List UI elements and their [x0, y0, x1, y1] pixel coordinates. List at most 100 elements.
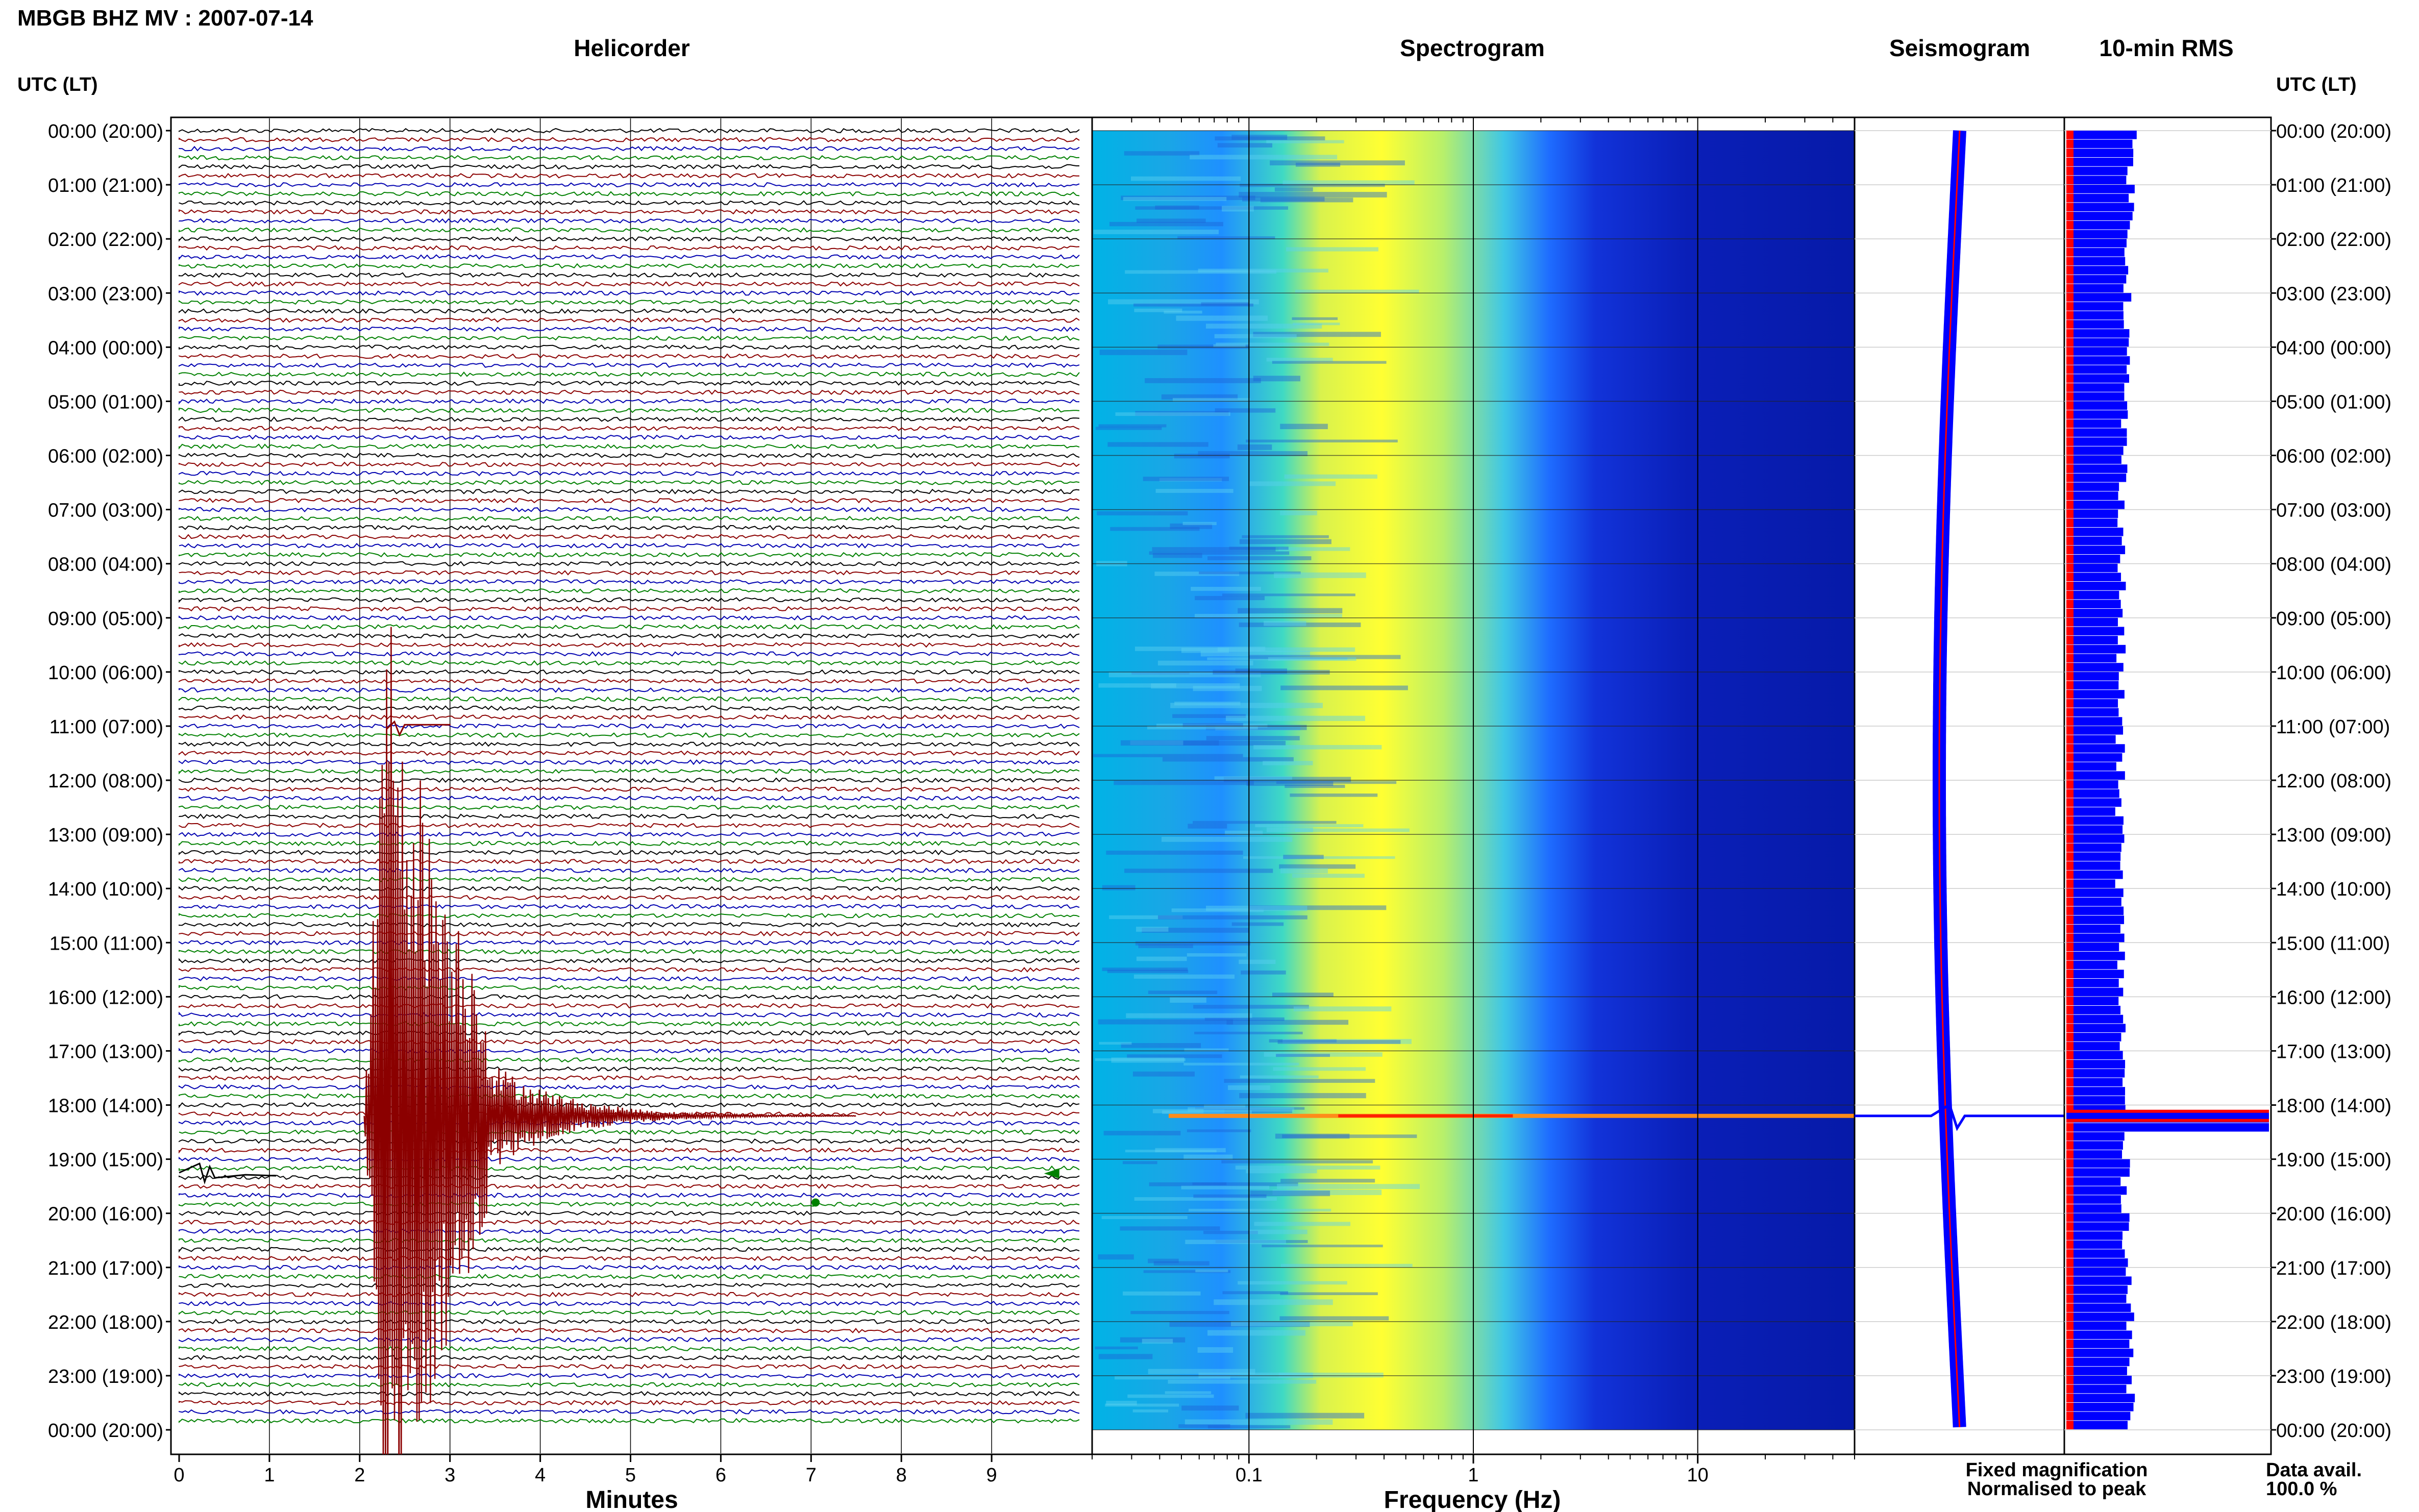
helicorder-trace [179, 1201, 1080, 1207]
rms-normalised-bar [2066, 1024, 2074, 1033]
rms-normalised-bar [2066, 590, 2074, 600]
spectrogram-texture [1152, 547, 1276, 552]
rms-bar [2066, 1411, 2131, 1421]
rms-bar [2066, 1348, 2134, 1357]
rms-bar [2066, 590, 2119, 600]
spectrogram-texture [1276, 1054, 1330, 1057]
helicorder-trace [179, 128, 1080, 134]
rms-normalised-bar [2066, 1204, 2074, 1213]
rms-bar [2066, 780, 2118, 789]
rms-normalised-bar [2066, 220, 2074, 230]
hour-label-left: 17:00 (13:00) [48, 1041, 163, 1062]
spectrogram-texture [1207, 657, 1348, 660]
rms-normalised-bar [2066, 446, 2074, 455]
helicorder-traces [179, 128, 1080, 1454]
rms-normalised-bar [2066, 329, 2074, 338]
helicorder-trace [179, 1120, 1080, 1126]
hour-label-right: 21:00 (17:00) [2276, 1258, 2391, 1279]
hour-label-left: 20:00 (16:00) [48, 1204, 163, 1225]
hour-label-left: 14:00 (10:00) [48, 879, 163, 900]
rms-bar [2066, 1321, 2127, 1330]
helicorder-trace [179, 254, 1080, 260]
rms-bar [2066, 978, 2119, 987]
rms-normalised-bar [2066, 924, 2074, 933]
spectrogram-texture [1285, 784, 1345, 788]
helicorder-trace [179, 895, 1080, 901]
spectrogram-panel [1091, 116, 1856, 1455]
rms-normalised-bar [2066, 582, 2074, 590]
helicorder-trace [179, 498, 1080, 504]
spectrogram-texture [1095, 1058, 1186, 1061]
hour-label-left: 16:00 (12:00) [48, 987, 163, 1008]
rms-bar [2066, 1186, 2127, 1195]
spectrogram-texture [1278, 547, 1350, 551]
spectrogram-texture [1152, 553, 1202, 558]
spectrogram-texture [1280, 510, 1317, 515]
spectrogram-texture [1245, 1412, 1365, 1419]
rms-normalised-bar [2066, 1384, 2074, 1394]
helicorder-trace [179, 606, 1080, 612]
helicorder-tick-label: 0 [174, 1465, 184, 1486]
rms-normalised-bar [2066, 609, 2074, 617]
spectrogram-texture [1189, 1208, 1331, 1212]
rms-bar [2066, 410, 2128, 419]
spectrogram-texture [1223, 777, 1351, 782]
rms-normalised-bar [2066, 320, 2074, 329]
spectrogram-texture [1098, 683, 1176, 688]
hour-label-left: 13:00 (09:00) [48, 825, 163, 846]
hour-label-left: 12:00 (08:00) [48, 771, 163, 792]
helicorder-trace [179, 1093, 1080, 1099]
rms-bar [2066, 970, 2124, 978]
rms-normalised-bar [2066, 1394, 2074, 1402]
spectrogram-texture [1254, 1222, 1351, 1226]
spectrogram-texture [1132, 1409, 1169, 1412]
spectrogram-texture [1155, 205, 1199, 210]
rms-bar [2066, 870, 2123, 879]
rms-normalised-bar [2066, 726, 2074, 735]
spectrogram-texture [1120, 1226, 1220, 1231]
spectrogram-texture [1095, 1346, 1138, 1350]
helicorder-trace [179, 831, 1080, 837]
rms-normalised-bar [2066, 158, 2074, 166]
rms-bar [2066, 275, 2127, 284]
rms-normalised-bar [2066, 762, 2074, 771]
hour-label-right: 22:00 (18:00) [2276, 1312, 2391, 1333]
spectrogram-texture [1172, 714, 1246, 718]
spectrogram-texture [1239, 539, 1331, 544]
spectrogram-texture [1272, 361, 1387, 364]
spectrogram-texture [1099, 350, 1188, 355]
helicorder-trace [179, 1102, 1080, 1108]
helicorder-xlabel: Minutes [585, 1486, 678, 1512]
helicorder-trace [179, 281, 1080, 287]
helicorder-trace [179, 1364, 1080, 1370]
helicorder-trace [179, 1328, 1080, 1334]
rms-normalised-bar [2066, 1357, 2074, 1367]
spectrogram-texture [1098, 424, 1167, 428]
spectrogram-texture [1222, 206, 1254, 212]
spectrogram-texture [1253, 376, 1301, 382]
spectrogram-texture [1250, 1191, 1330, 1197]
helicorder-trace [179, 1210, 1080, 1216]
rms-normalised-bar [2066, 852, 2074, 861]
helicorder-trace [179, 470, 1080, 477]
helicorder-small-event [811, 1198, 820, 1207]
rms-bar [2066, 212, 2133, 220]
rms-bar [2066, 1033, 2121, 1042]
spectrogram-texture [1215, 1240, 1308, 1243]
spectrogram-texture [1221, 1160, 1373, 1163]
spectrogram-texture [1204, 1104, 1246, 1109]
rms-bar [2066, 329, 2130, 338]
spectrogram-texture [1181, 1405, 1239, 1411]
spectrogram-texture [1229, 547, 1289, 550]
helicorder-trace [179, 624, 1080, 630]
helicorder-trace [179, 588, 1080, 593]
helicorder-trace [179, 579, 1080, 585]
helicorder-trace [179, 687, 1080, 693]
rms-bar [2066, 654, 2117, 663]
spectrogram-texture [1249, 655, 1401, 659]
spectrogram-texture [1131, 176, 1241, 181]
hour-label-left: 11:00 (07:00) [50, 716, 163, 738]
rms-normalised-bar [2066, 482, 2074, 491]
spectrogram-texture [1107, 970, 1189, 973]
